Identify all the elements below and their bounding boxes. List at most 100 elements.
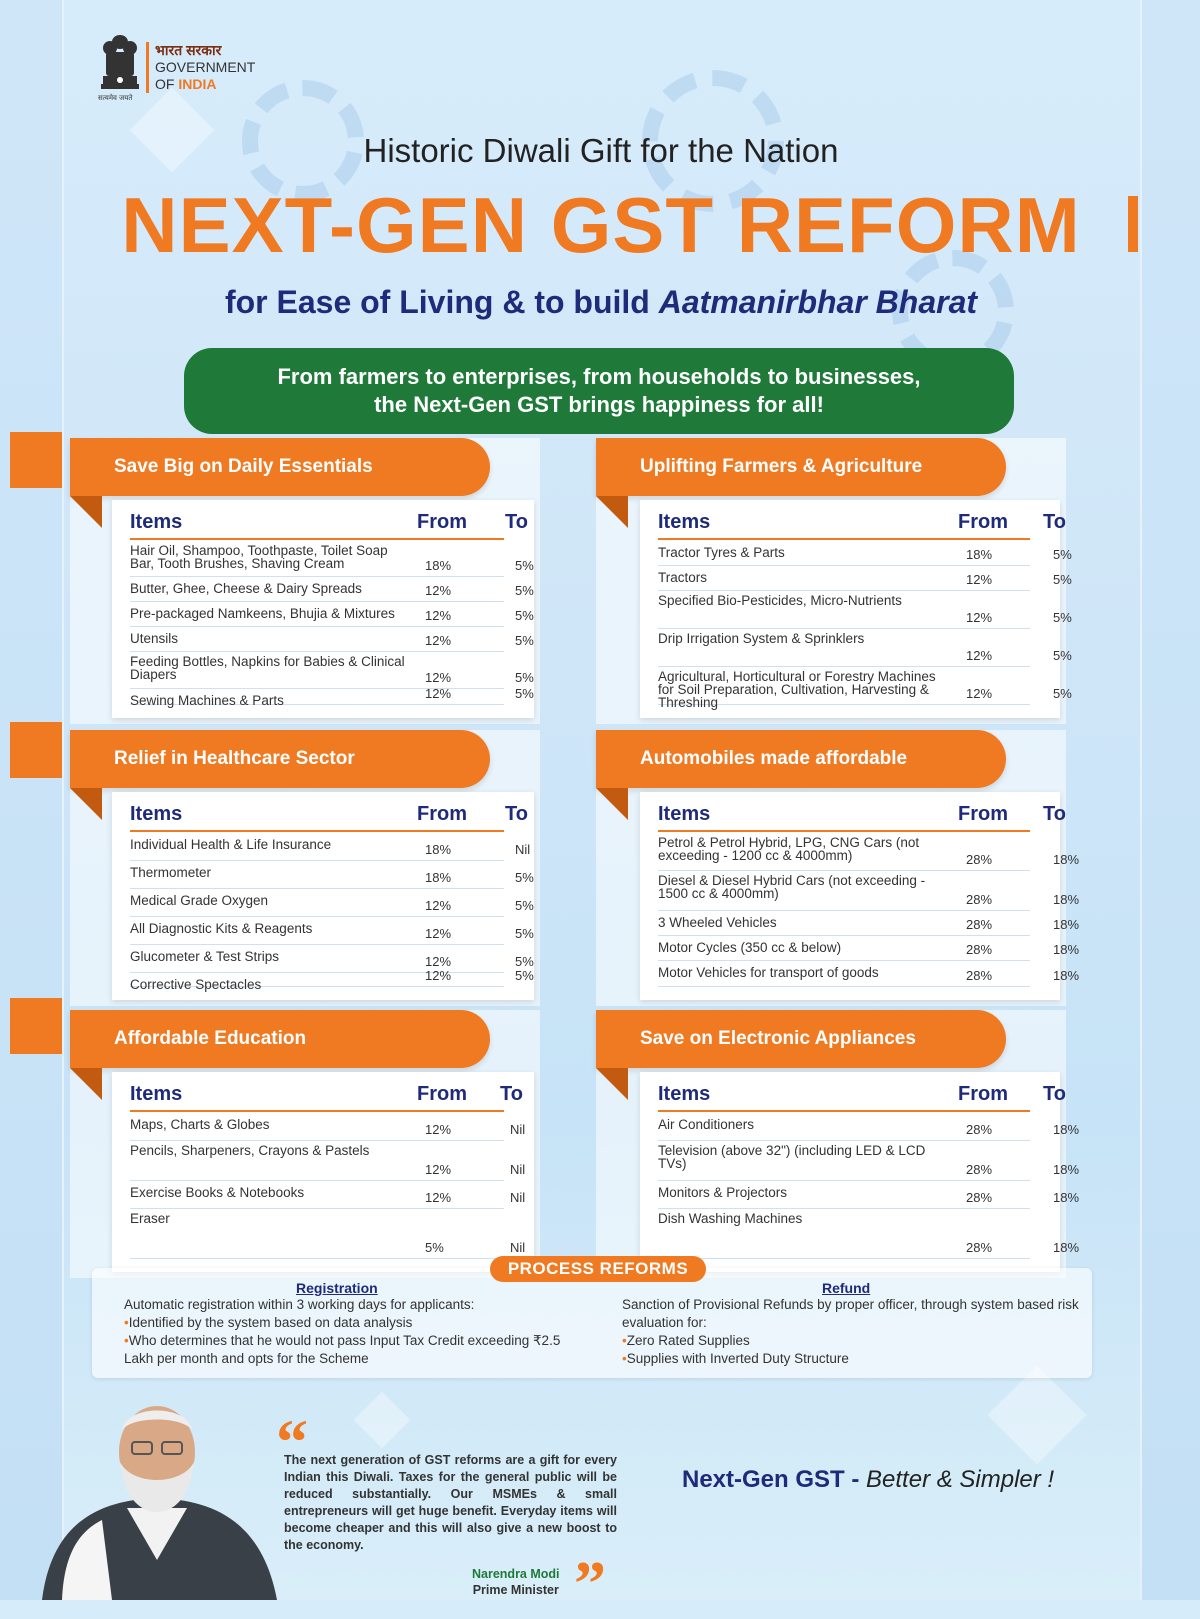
rate-to: 18% [1053, 892, 1080, 907]
rate-to: Nil [510, 1122, 526, 1137]
to-column-header: To [1043, 803, 1066, 825]
rate-from: 12% [425, 670, 452, 685]
rate-to: 5% [515, 633, 534, 648]
rate-from: 12% [425, 633, 452, 648]
rate-to: 5% [515, 608, 534, 623]
section-panel: Relief in Healthcare Sector Items From To In… [70, 730, 540, 1006]
logo-india: INDIA [178, 76, 217, 92]
rate-from: 12% [966, 686, 993, 701]
table-row: Glucometer & Test Strips 12% 5% [130, 946, 534, 973]
table-header: Items From To [130, 504, 528, 540]
right-page-edge [1140, 0, 1200, 1600]
slogan-italic: Better & Simpler ! [866, 1466, 1055, 1493]
national-emblem-icon [101, 35, 139, 89]
item-name: Television (above 32") (including LED & … [658, 1143, 926, 1171]
table-row: Motor Vehicles for transport of goods 28%… [658, 962, 1079, 987]
rate-from: 28% [966, 1162, 993, 1177]
items-column-header: Items [130, 1083, 183, 1105]
rate-from: 18% [425, 842, 452, 857]
rate-from: 12% [425, 583, 452, 598]
tagline-prefix: for Ease of Living & to build [224, 284, 659, 320]
table-row: Monitors & Projectors 28% 18% [658, 1182, 1079, 1209]
item-name: Glucometer & Test Strips [130, 949, 280, 964]
section-title: Save Big on Daily Essentials [70, 438, 490, 496]
section-title: Save on Electronic Appliances [596, 1010, 1006, 1068]
rate-from: 28% [966, 1122, 993, 1137]
rate-to: 5% [1053, 572, 1072, 587]
from-column-header: From [417, 511, 467, 533]
from-column-header: From [958, 1083, 1008, 1105]
table-row: Thermometer 18% 5% [130, 862, 534, 889]
rate-from: 28% [966, 852, 993, 867]
rate-to: 5% [515, 926, 534, 941]
section-table: Items From To Hair Oil, Shampoo, Toothpaste… [112, 500, 534, 718]
refund-bullet: •Zero Rated Supplies [622, 1333, 750, 1348]
tab-fold-decoration [596, 788, 628, 820]
headline: NEXT-GEN GST REFORM [121, 181, 1081, 269]
item-name: Medical Grade Oxygen [130, 893, 269, 908]
rate-to: 5% [515, 583, 534, 598]
to-column-header: To [500, 1083, 523, 1105]
registration-body: Automatic registration within 3 working … [124, 1296, 564, 1368]
table-row: Motor Cycles (350 cc & below) 28% 18% [658, 937, 1079, 961]
refund-intro: Sanction of Provisional Refunds by prope… [622, 1297, 1079, 1330]
logo-text: भारत सरकार GOVERNMENT OF INDIA [146, 42, 255, 93]
rate-from: 28% [966, 892, 993, 907]
section-title: Affordable Education [70, 1010, 490, 1068]
table-row: Eraser 5% Nil [130, 1210, 525, 1259]
banner-line-1: From farmers to enterprises, from househ… [277, 364, 921, 389]
table-row: Television (above 32") (including LED & … [658, 1142, 1079, 1181]
rate-to: 18% [1053, 1162, 1080, 1177]
rate-from: 12% [966, 648, 993, 663]
items-column-header: Items [130, 803, 183, 825]
refund-body: Sanction of Provisional Refunds by prope… [622, 1296, 1082, 1368]
item-name: Agricultural, Horticultural or Forestry … [658, 669, 936, 710]
table-row: Pencils, Sharpeners, Crayons & Pastels 12… [130, 1142, 525, 1181]
tab-fold-decoration [70, 496, 102, 528]
rate-from: 12% [425, 968, 452, 983]
kicker-text: Historic Diwali Gift for the Nation [363, 132, 839, 169]
table-row: Sewing Machines & Parts 12% 5% [130, 686, 534, 707]
item-name: Petrol & Petrol Hybrid, LPG, CNG Cars (n… [658, 835, 920, 863]
rate-to: 5% [515, 558, 534, 573]
rate-to: 5% [1053, 547, 1072, 562]
pm-name: Narendra Modi [472, 1567, 560, 1581]
rate-to: 5% [515, 686, 534, 701]
rate-from: 12% [425, 608, 452, 623]
rate-from: 28% [966, 1190, 993, 1205]
logo-line-government: GOVERNMENT [155, 59, 256, 75]
items-column-header: Items [130, 511, 183, 533]
item-name: 3 Wheeled Vehicles [658, 915, 777, 930]
rate-to: 18% [1053, 942, 1080, 957]
section-title: Uplifting Farmers & Agriculture [596, 438, 1006, 496]
rate-from: 12% [966, 610, 993, 625]
table-header: Items From To [130, 796, 528, 832]
diamond-decoration [353, 1391, 411, 1449]
registration-bullet: •Identified by the system based on data … [124, 1315, 413, 1330]
table-row: Utensils 12% 5% [130, 628, 534, 652]
item-name: Pencils, Sharpeners, Crayons & Pastels [130, 1143, 370, 1158]
rate-to: 5% [1053, 648, 1072, 663]
table-row: Air Conditioners 28% 18% [658, 1114, 1079, 1141]
rate-to: Nil [510, 1162, 526, 1177]
table-row: Corrective Spectacles 12% 5% [130, 968, 534, 991]
left-page-edge [0, 0, 64, 1600]
item-name: Corrective Spectacles [130, 977, 262, 992]
table-header: Items From To [658, 1076, 1066, 1112]
table-row: Petrol & Petrol Hybrid, LPG, CNG Cars (n… [658, 834, 1079, 871]
rate-from: 18% [966, 547, 993, 562]
rate-to: Nil [510, 1240, 526, 1255]
to-column-header: To [1043, 1083, 1066, 1105]
from-column-header: From [958, 511, 1008, 533]
tagline: for Ease of Living & to build Aatmanirbh… [62, 284, 1140, 321]
table-row: Agricultural, Horticultural or Forestry … [658, 668, 1072, 709]
section-title: Automobiles made affordable [596, 730, 1006, 788]
logo-line-india: OF INDIA [155, 76, 255, 93]
items-column-header: Items [658, 1083, 711, 1105]
rate-from: 12% [425, 926, 452, 941]
table-row: Diesel & Diesel Hybrid Cars (not exceedi… [658, 872, 1079, 911]
item-name: Tractors [658, 570, 708, 585]
rate-to: 18% [1053, 1240, 1080, 1255]
process-reforms-box [92, 1268, 1092, 1378]
section-panel: Uplifting Farmers & Agriculture Items From… [596, 438, 1072, 724]
